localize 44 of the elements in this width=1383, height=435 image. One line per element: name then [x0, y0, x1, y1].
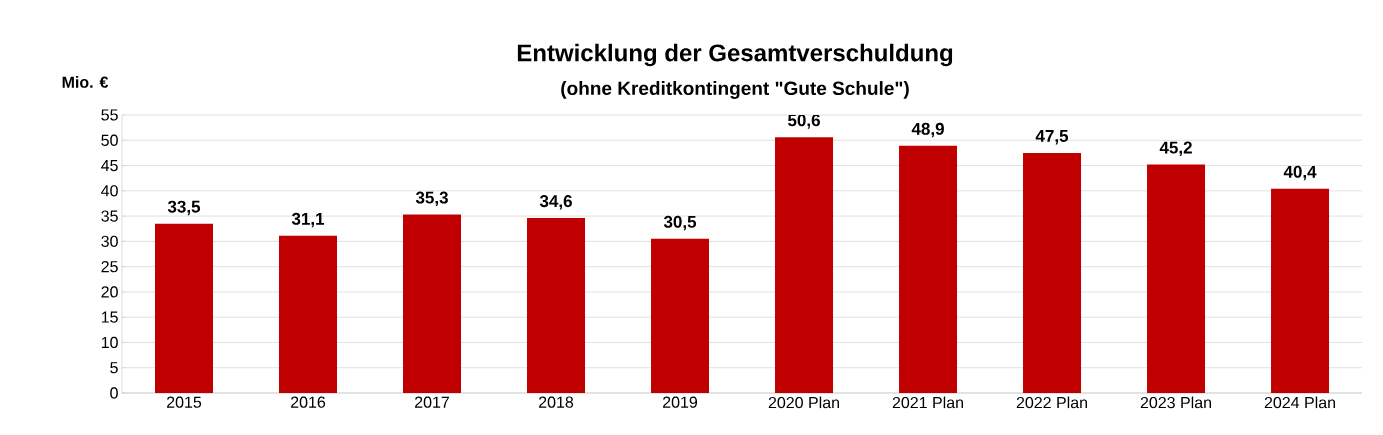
y-axis-title: Mio. €	[62, 76, 109, 88]
x-tick-label: 2019	[663, 396, 698, 408]
data-label: 35,3	[415, 191, 448, 207]
y-tick-label: 35	[101, 210, 118, 222]
bar	[279, 235, 337, 393]
bar	[1023, 152, 1082, 393]
y-tick-label: 25	[101, 260, 118, 273]
x-tick-label: 2024 Plan	[1264, 396, 1335, 409]
y-tick-label: 55	[101, 109, 118, 121]
y-tick-label: 50	[101, 134, 118, 146]
bar	[1271, 188, 1330, 393]
data-label: 30,5	[663, 215, 697, 231]
data-label: 40,4	[1283, 165, 1317, 181]
x-tick-label: 2018	[539, 396, 574, 408]
x-tick-label: 2023 Plan	[1140, 396, 1211, 409]
data-label: 48,9	[911, 122, 944, 138]
x-tick-label: 2015	[167, 396, 202, 408]
x-tick-label: 2020 Plan	[768, 396, 839, 409]
y-tick-label: 0	[110, 387, 118, 399]
y-tick-label: 30	[101, 235, 118, 248]
data-label: 45,2	[1159, 141, 1192, 157]
chart-title: Entwicklung der Gesamtverschuldung	[517, 43, 953, 67]
y-tick-label: 5	[110, 362, 118, 374]
bar	[403, 214, 462, 393]
data-label: 33,5	[167, 200, 201, 216]
y-tick-label: 40	[101, 185, 118, 197]
bar	[1147, 164, 1206, 393]
x-tick-label: 2021 Plan	[892, 396, 963, 409]
data-label: 31,1	[291, 212, 325, 228]
y-tick-label: 20	[101, 286, 118, 298]
data-label: 34,6	[539, 195, 572, 210]
y-tick-label: 10	[101, 336, 118, 349]
y-tick-label: 45	[101, 159, 118, 172]
data-label: 47,5	[1035, 130, 1069, 145]
x-tick-label: 2022 Plan	[1016, 396, 1087, 409]
y-tick-label: 15	[101, 311, 118, 323]
bar	[651, 238, 710, 393]
bar	[155, 223, 213, 393]
bar	[899, 145, 958, 393]
bar	[527, 218, 586, 393]
chart-subtitle: (ohne Kreditkontingent "Gute Schule")	[561, 81, 909, 99]
x-tick-label: 2016	[291, 396, 326, 408]
x-tick-label: 2017	[415, 396, 449, 408]
bar	[775, 137, 834, 393]
